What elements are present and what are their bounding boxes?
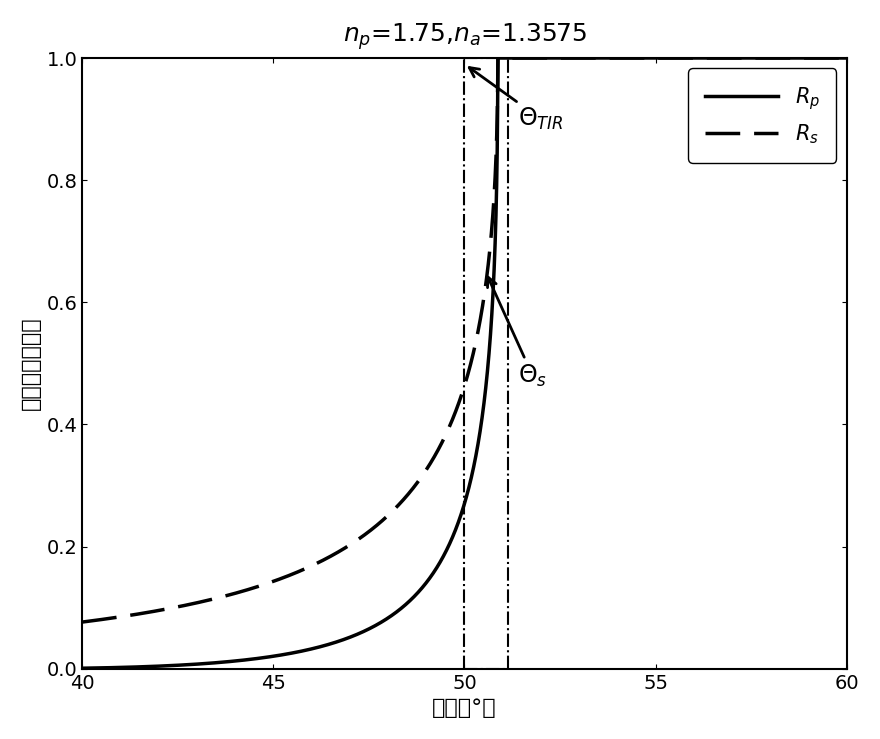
$R_p$ [77,664,87,672]
$R_p$ [80,664,91,672]
$R_s$ [841,53,852,62]
Text: $\Theta_s$: $\Theta_s$ [488,277,547,389]
$R_p$ [801,53,811,62]
$R_s$ [451,406,461,415]
$R_s$ [108,613,119,622]
Text: $\Theta_{TIR}$: $\Theta_{TIR}$ [469,67,564,132]
$R_s$ [122,611,133,620]
$R_p$ [493,53,503,62]
$R_p$ [227,657,238,666]
Title: $n_p$=1.75,$n_a$=1.3575: $n_p$=1.75,$n_a$=1.3575 [342,21,586,52]
$R_p$ [122,663,133,672]
Line: $R_s$: $R_s$ [82,58,847,622]
Legend: $R_p$, $R_s$: $R_p$, $R_s$ [688,69,836,163]
$R_s$ [80,617,91,626]
X-axis label: 角度（°）: 角度（°） [432,698,497,718]
$R_p$ [451,524,461,533]
$R_p$ [108,663,119,672]
$R_s$ [493,53,503,62]
$R_p$ [841,53,852,62]
$R_s$ [77,618,87,627]
Y-axis label: 反射率（光强）: 反射率（光强） [21,316,40,410]
Line: $R_p$: $R_p$ [82,58,847,668]
$R_s$ [801,53,811,62]
$R_s$ [227,590,238,599]
